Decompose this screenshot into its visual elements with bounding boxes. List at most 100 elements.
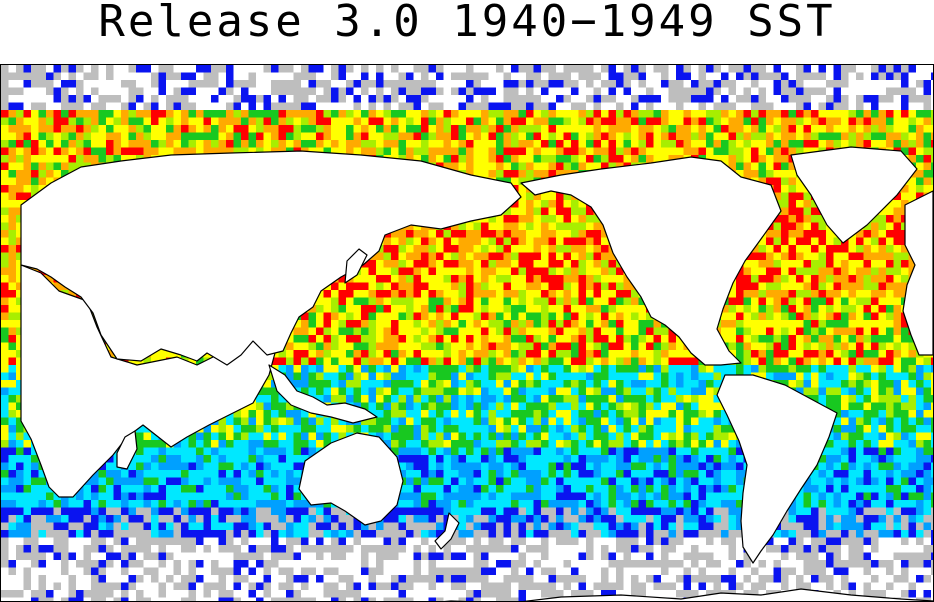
grid-cell	[361, 125, 369, 133]
grid-cell	[68, 290, 77, 298]
grid-cell	[826, 110, 834, 118]
grid-cell	[931, 125, 933, 133]
grid-cell	[293, 102, 302, 111]
grid-cell	[353, 102, 362, 111]
grid-cell	[338, 282, 347, 291]
grid-cell	[931, 177, 933, 186]
grid-cell	[916, 155, 924, 163]
grid-cell	[68, 125, 77, 133]
grid-cell	[826, 125, 834, 133]
grid-cell	[473, 327, 482, 336]
grid-cell	[83, 102, 92, 111]
grid-cell	[788, 147, 797, 156]
grid-cell	[886, 222, 894, 231]
grid-cell	[436, 260, 444, 268]
grid-cell	[721, 117, 729, 126]
grid-cell	[151, 87, 159, 96]
grid-cell	[473, 230, 482, 238]
grid-cell	[856, 342, 864, 351]
grid-cell	[533, 267, 542, 276]
grid-cell	[233, 72, 242, 81]
grid-cell	[856, 305, 864, 313]
grid-cell	[781, 350, 789, 358]
grid-cell	[586, 125, 594, 133]
grid-cell	[556, 80, 564, 88]
grid-cell	[458, 162, 467, 171]
grid-cell	[766, 125, 774, 133]
grid-cell	[721, 140, 729, 148]
grid-cell	[398, 245, 407, 253]
grid-cell	[563, 305, 572, 313]
grid-cell	[593, 155, 602, 163]
grid-cell	[728, 162, 737, 171]
grid-cell	[451, 125, 459, 133]
grid-cell	[466, 320, 474, 328]
grid-cell	[166, 117, 174, 126]
grid-cell	[376, 80, 384, 88]
grid-cell	[871, 117, 879, 126]
grid-cell	[713, 132, 722, 141]
grid-cell	[833, 320, 842, 328]
grid-cell	[128, 132, 137, 141]
grid-cell	[481, 312, 489, 321]
grid-cell	[721, 95, 729, 103]
grid-cell	[616, 95, 624, 103]
grid-cell	[391, 305, 399, 313]
grid-cell	[661, 350, 669, 358]
grid-cell	[443, 252, 452, 261]
grid-cell	[556, 230, 564, 238]
grid-cell	[863, 350, 872, 358]
grid-cell	[548, 192, 557, 201]
grid-cell	[413, 282, 422, 291]
grid-cell	[803, 72, 812, 81]
grid-cell	[788, 290, 797, 298]
grid-cell	[773, 237, 782, 246]
grid-cell	[893, 290, 902, 298]
grid-cell	[128, 110, 137, 118]
grid-cell	[908, 87, 917, 96]
grid-cell	[811, 207, 819, 216]
grid-cell	[638, 72, 647, 81]
grid-cell	[871, 267, 879, 276]
grid-cell	[473, 290, 482, 298]
grid-cell	[646, 147, 654, 156]
grid-cell	[533, 230, 542, 238]
grid-cell	[863, 87, 872, 96]
grid-cell	[323, 320, 332, 328]
grid-cell	[488, 95, 497, 103]
grid-cell	[286, 65, 294, 73]
grid-cell	[331, 320, 339, 328]
grid-cell	[578, 117, 587, 126]
grid-cell	[848, 125, 857, 133]
grid-cell	[608, 290, 617, 298]
grid-cell	[323, 95, 332, 103]
grid-cell	[931, 65, 933, 73]
grid-cell	[571, 125, 579, 133]
grid-cell	[908, 185, 917, 193]
grid-cell	[668, 80, 677, 88]
grid-cell	[826, 312, 834, 321]
grid-cell	[278, 132, 287, 141]
grid-cell	[436, 350, 444, 358]
grid-cell	[53, 125, 62, 133]
grid-cell	[766, 245, 774, 253]
grid-cell	[383, 267, 392, 276]
grid-cell	[323, 72, 332, 81]
grid-cell	[803, 125, 812, 133]
grid-cell	[586, 282, 594, 291]
grid-cell	[871, 320, 879, 328]
grid-cell	[623, 110, 632, 118]
grid-cell	[338, 350, 347, 358]
grid-cell	[361, 290, 369, 298]
grid-cell	[533, 357, 542, 366]
grid-cell	[713, 65, 722, 73]
grid-cell	[571, 327, 579, 336]
grid-cell	[803, 237, 812, 246]
grid-cell	[436, 87, 444, 96]
grid-cell	[886, 200, 894, 208]
grid-cell	[736, 147, 744, 156]
grid-cell	[526, 140, 534, 148]
grid-cell	[631, 327, 639, 336]
grid-cell	[481, 245, 489, 253]
grid-cell	[301, 65, 309, 73]
